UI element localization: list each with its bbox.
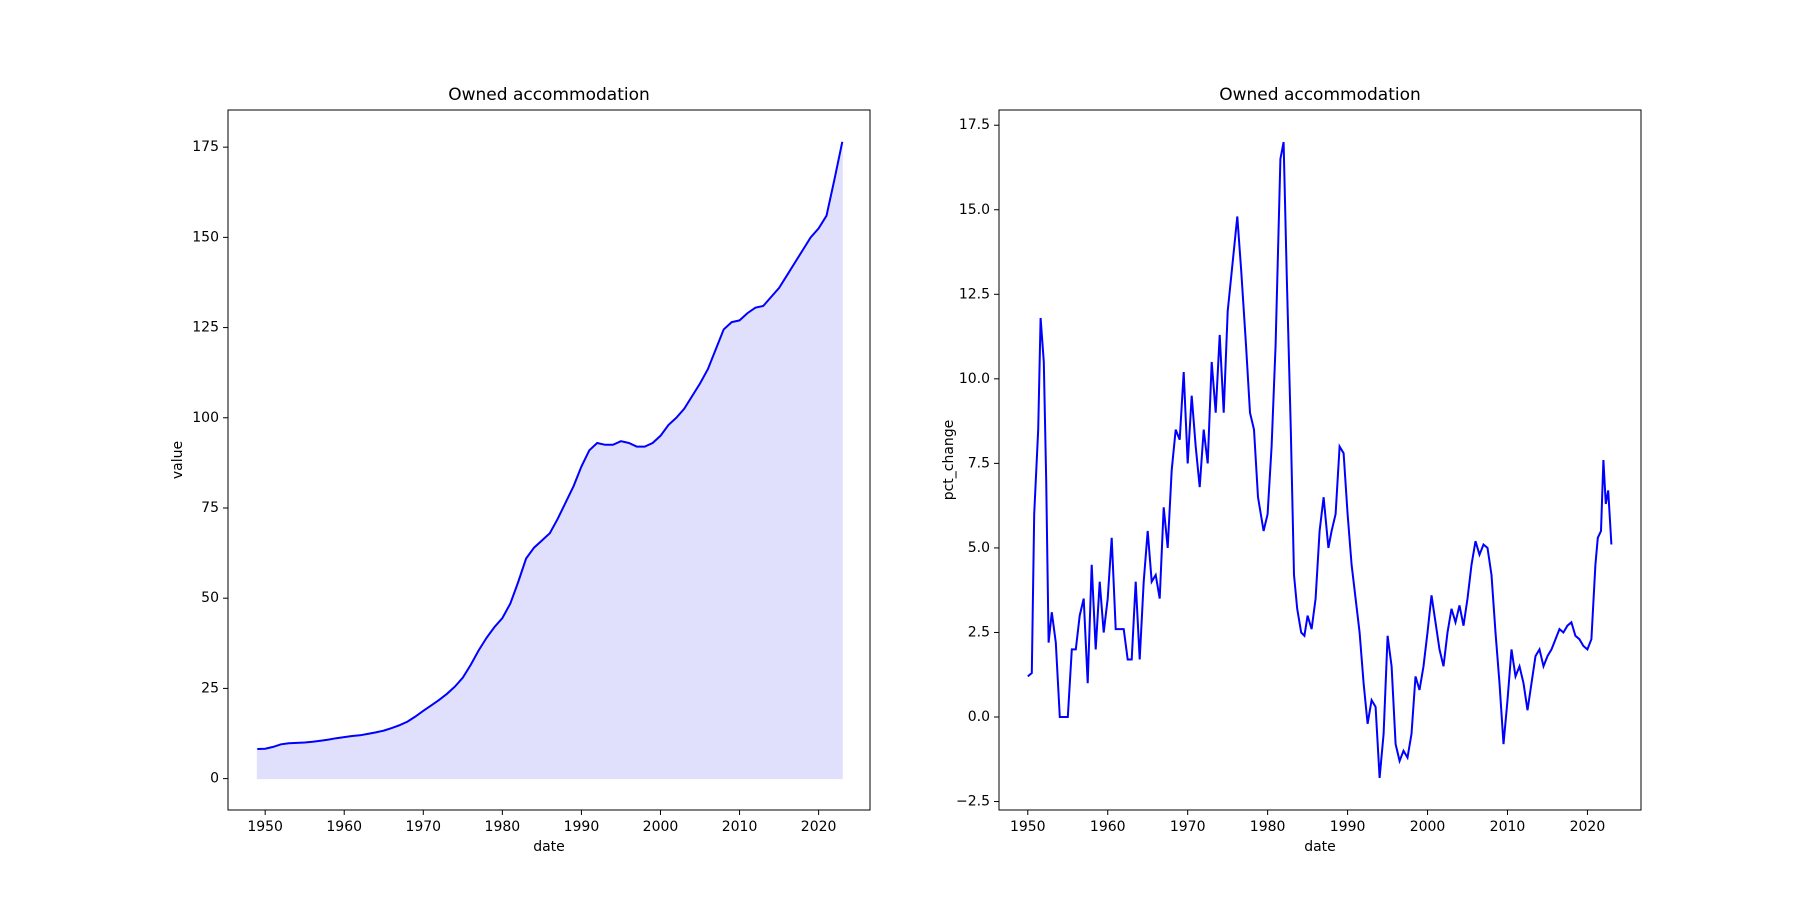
y-tick-label: 5.0 <box>968 540 990 556</box>
x-tick-label: 1990 <box>564 819 600 835</box>
y-tick-label: 10.0 <box>959 371 990 387</box>
area-fill <box>256 141 843 780</box>
y-tick-label: 7.5 <box>968 455 990 471</box>
y-tick-label: 100 <box>192 410 219 426</box>
y-tick-label: 0.0 <box>968 709 990 725</box>
x-tick-label: 2020 <box>1570 819 1606 835</box>
y-tick-label: 2.5 <box>968 624 990 640</box>
x-tick-label: 1960 <box>326 819 362 835</box>
y-tick-label: 75 <box>201 500 219 516</box>
y-tick-label: −2.5 <box>956 794 990 810</box>
x-tick-label: 2000 <box>643 819 679 835</box>
y-tick-label: 50 <box>201 590 219 606</box>
x-tick-label: 1970 <box>1170 819 1206 835</box>
x-tick-label: 2000 <box>1410 819 1446 835</box>
y-axis-label: value <box>170 441 186 479</box>
x-axis-label: date <box>533 839 565 855</box>
line <box>1027 141 1613 778</box>
chart-title: Owned accommodation <box>448 85 650 105</box>
x-tick-label: 2010 <box>1490 819 1526 835</box>
x-tick-label: 1980 <box>1250 819 1286 835</box>
x-tick-label: 1950 <box>1010 819 1046 835</box>
x-tick-label: 2010 <box>722 819 758 835</box>
chart-title: Owned accommodation <box>1219 85 1421 105</box>
x-axis-label: date <box>1304 839 1336 855</box>
x-tick-label: 1980 <box>485 819 521 835</box>
y-tick-label: 175 <box>192 139 219 155</box>
plot-frame <box>998 109 1642 811</box>
y-tick-label: 0 <box>210 771 219 787</box>
y-tick-label: 25 <box>201 680 219 696</box>
y-tick-label: 125 <box>192 320 219 336</box>
x-tick-label: 1950 <box>247 819 283 835</box>
y-tick-label: 12.5 <box>959 286 990 302</box>
x-tick-label: 1990 <box>1330 819 1366 835</box>
y-tick-label: 17.5 <box>959 117 990 133</box>
x-tick-label: 1960 <box>1090 819 1126 835</box>
y-tick-label: 150 <box>192 229 219 245</box>
line <box>257 141 844 750</box>
y-tick-label: 15.0 <box>959 202 990 218</box>
plot-frame <box>227 109 871 811</box>
x-tick-label: 1970 <box>405 819 441 835</box>
y-axis-label: pct_change <box>941 420 957 501</box>
x-tick-label: 2020 <box>801 819 837 835</box>
